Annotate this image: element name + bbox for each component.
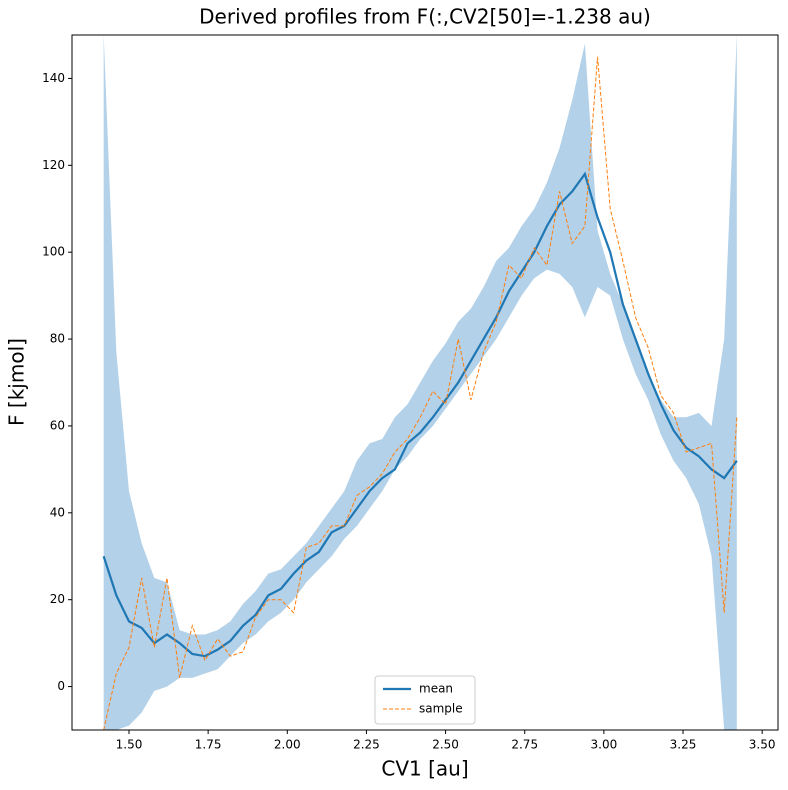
y-tick-label: 20 [50, 592, 65, 606]
x-axis-label: CV1 [au] [381, 757, 468, 781]
y-tick-label: 0 [57, 679, 65, 693]
y-tick-label: 60 [50, 418, 65, 432]
x-tick-label: 1.75 [195, 738, 222, 752]
x-tick-label: 3.25 [670, 738, 697, 752]
legend-label: sample [419, 702, 463, 716]
series-line [102, 171, 738, 658]
y-tick-label: 120 [42, 158, 65, 172]
plot-area [102, 35, 738, 730]
y-tick-label: 140 [42, 71, 65, 85]
x-tick-label: 2.00 [274, 738, 301, 752]
y-tick-label: 100 [42, 245, 65, 259]
uncertainty-band [103, 35, 737, 730]
y-tick-label: 40 [50, 505, 65, 519]
chart-title: Derived profiles from F(:,CV2[50]=-1.238… [199, 5, 651, 29]
legend-label: mean [419, 682, 453, 696]
x-tick-label: 2.75 [511, 738, 538, 752]
y-axis-label: F [kjmol] [5, 338, 29, 426]
x-tick-label: 2.50 [432, 738, 459, 752]
y-tick-label: 80 [50, 332, 65, 346]
x-tick-label: 3.50 [749, 738, 776, 752]
x-tick-label: 1.50 [116, 738, 143, 752]
x-tick-label: 3.00 [591, 738, 618, 752]
axes-frame [71, 34, 779, 731]
series-line [103, 56, 738, 730]
x-tick-label: 2.25 [353, 738, 380, 752]
